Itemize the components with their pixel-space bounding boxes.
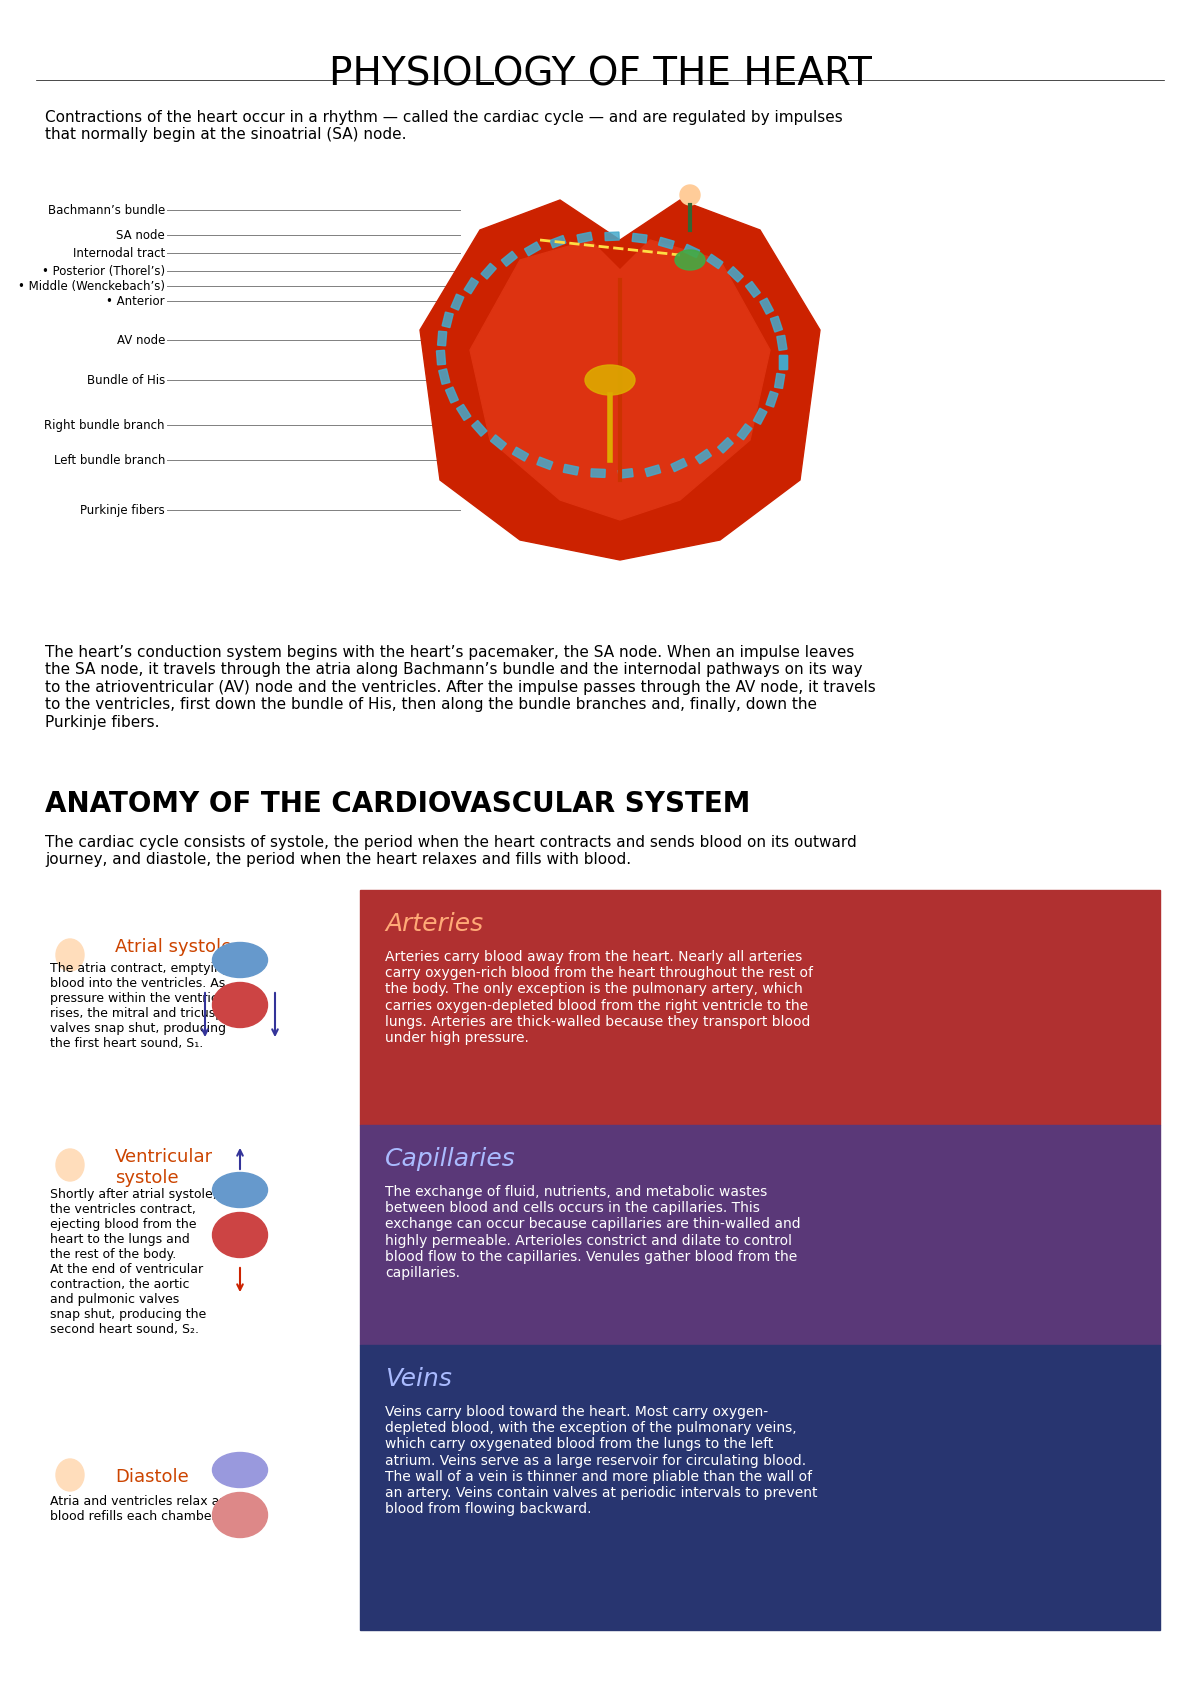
Bar (491, 435, 506, 450)
Bar (646, 465, 661, 477)
Text: Bundle of His: Bundle of His (86, 374, 166, 387)
Text: Veins carry blood toward the heart. Most carry oxygen-
depleted blood, with the : Veins carry blood toward the heart. Most… (385, 1404, 817, 1516)
Ellipse shape (680, 185, 700, 205)
Bar (605, 233, 619, 241)
Bar (550, 236, 566, 248)
Text: The atria contract, emptying
blood into the ventricles. As
pressure within the v: The atria contract, emptying blood into … (50, 963, 235, 1049)
Bar (445, 387, 458, 402)
Ellipse shape (212, 1452, 268, 1487)
Bar (776, 335, 787, 350)
Bar (577, 233, 593, 243)
Text: Arteries: Arteries (385, 912, 484, 936)
Text: Capillaries: Capillaries (385, 1148, 516, 1172)
Ellipse shape (56, 1150, 84, 1182)
Polygon shape (420, 200, 820, 560)
Bar (360, 890, 1160, 1126)
Bar (779, 355, 787, 368)
Ellipse shape (212, 1493, 268, 1537)
Bar (442, 312, 454, 328)
Bar (457, 404, 470, 421)
Bar (464, 278, 479, 294)
Bar (536, 457, 553, 470)
Bar (745, 282, 761, 297)
Bar (439, 368, 450, 384)
Text: Arteries carry blood away from the heart. Nearly all arteries
carry oxygen-rich : Arteries carry blood away from the heart… (385, 949, 814, 1044)
Text: The exchange of fluid, nutrients, and metabolic wastes
between blood and cells o: The exchange of fluid, nutrients, and me… (385, 1185, 800, 1280)
Ellipse shape (586, 365, 635, 396)
Bar (590, 469, 605, 477)
Bar (563, 464, 578, 475)
Ellipse shape (212, 942, 268, 978)
Ellipse shape (212, 1212, 268, 1258)
Text: Atria and ventricles relax and
blood refills each chamber.: Atria and ventricles relax and blood ref… (50, 1494, 235, 1523)
Text: • Middle (Wenckebach’s): • Middle (Wenckebach’s) (18, 280, 166, 292)
Bar (774, 374, 785, 389)
Text: Diastole: Diastole (115, 1469, 188, 1486)
Bar (695, 450, 712, 464)
Text: PHYSIOLOGY OF THE HEART: PHYSIOLOGY OF THE HEART (329, 54, 871, 93)
Text: • Anterior: • Anterior (107, 294, 166, 307)
Text: Purkinje fibers: Purkinje fibers (80, 504, 166, 516)
Ellipse shape (674, 250, 706, 270)
Bar (727, 267, 743, 282)
Text: Left bundle branch: Left bundle branch (54, 453, 166, 467)
Text: The cardiac cycle consists of systole, the period when the heart contracts and s: The cardiac cycle consists of systole, t… (46, 835, 857, 868)
Text: Shortly after atrial systole,
the ventricles contract,
ejecting blood from the
h: Shortly after atrial systole, the ventri… (50, 1189, 217, 1336)
Bar (618, 469, 634, 479)
Bar (766, 391, 778, 408)
Bar (754, 408, 767, 424)
Bar (671, 458, 688, 472)
Bar (524, 241, 541, 256)
Text: Contractions of the heart occur in a rhythm — called the cardiac cycle — and are: Contractions of the heart occur in a rhy… (46, 110, 842, 143)
Bar (684, 245, 700, 258)
Ellipse shape (56, 1459, 84, 1491)
Text: The heart’s conduction system begins with the heart’s pacemaker, the SA node. Wh: The heart’s conduction system begins wit… (46, 645, 876, 730)
Bar (360, 1126, 1160, 1345)
Text: Veins: Veins (385, 1367, 452, 1391)
Bar (472, 421, 487, 436)
Bar (718, 438, 733, 453)
Bar (760, 299, 774, 314)
Bar (481, 263, 497, 278)
Ellipse shape (212, 983, 268, 1027)
Bar (502, 251, 517, 267)
Bar (360, 1345, 1160, 1630)
Bar (437, 350, 445, 365)
Polygon shape (470, 239, 770, 520)
Text: Right bundle branch: Right bundle branch (44, 418, 166, 431)
Text: AV node: AV node (116, 333, 166, 346)
Bar (707, 255, 722, 268)
Text: Atrial systole: Atrial systole (115, 937, 233, 956)
Bar (659, 238, 674, 250)
Text: Internodal tract: Internodal tract (73, 246, 166, 260)
Bar (438, 331, 446, 346)
Text: SA node: SA node (116, 229, 166, 241)
Bar (770, 316, 782, 333)
Ellipse shape (56, 939, 84, 971)
Bar (512, 447, 528, 462)
Bar (779, 355, 787, 368)
Ellipse shape (212, 1173, 268, 1207)
Text: • Posterior (Thorel’s): • Posterior (Thorel’s) (42, 265, 166, 277)
Text: ANATOMY OF THE CARDIOVASCULAR SYSTEM: ANATOMY OF THE CARDIOVASCULAR SYSTEM (46, 790, 750, 818)
Bar (737, 424, 752, 440)
Text: Ventricular
systole: Ventricular systole (115, 1148, 214, 1187)
Bar (632, 233, 647, 243)
Bar (451, 294, 464, 311)
Text: Bachmann’s bundle: Bachmann’s bundle (48, 204, 166, 217)
